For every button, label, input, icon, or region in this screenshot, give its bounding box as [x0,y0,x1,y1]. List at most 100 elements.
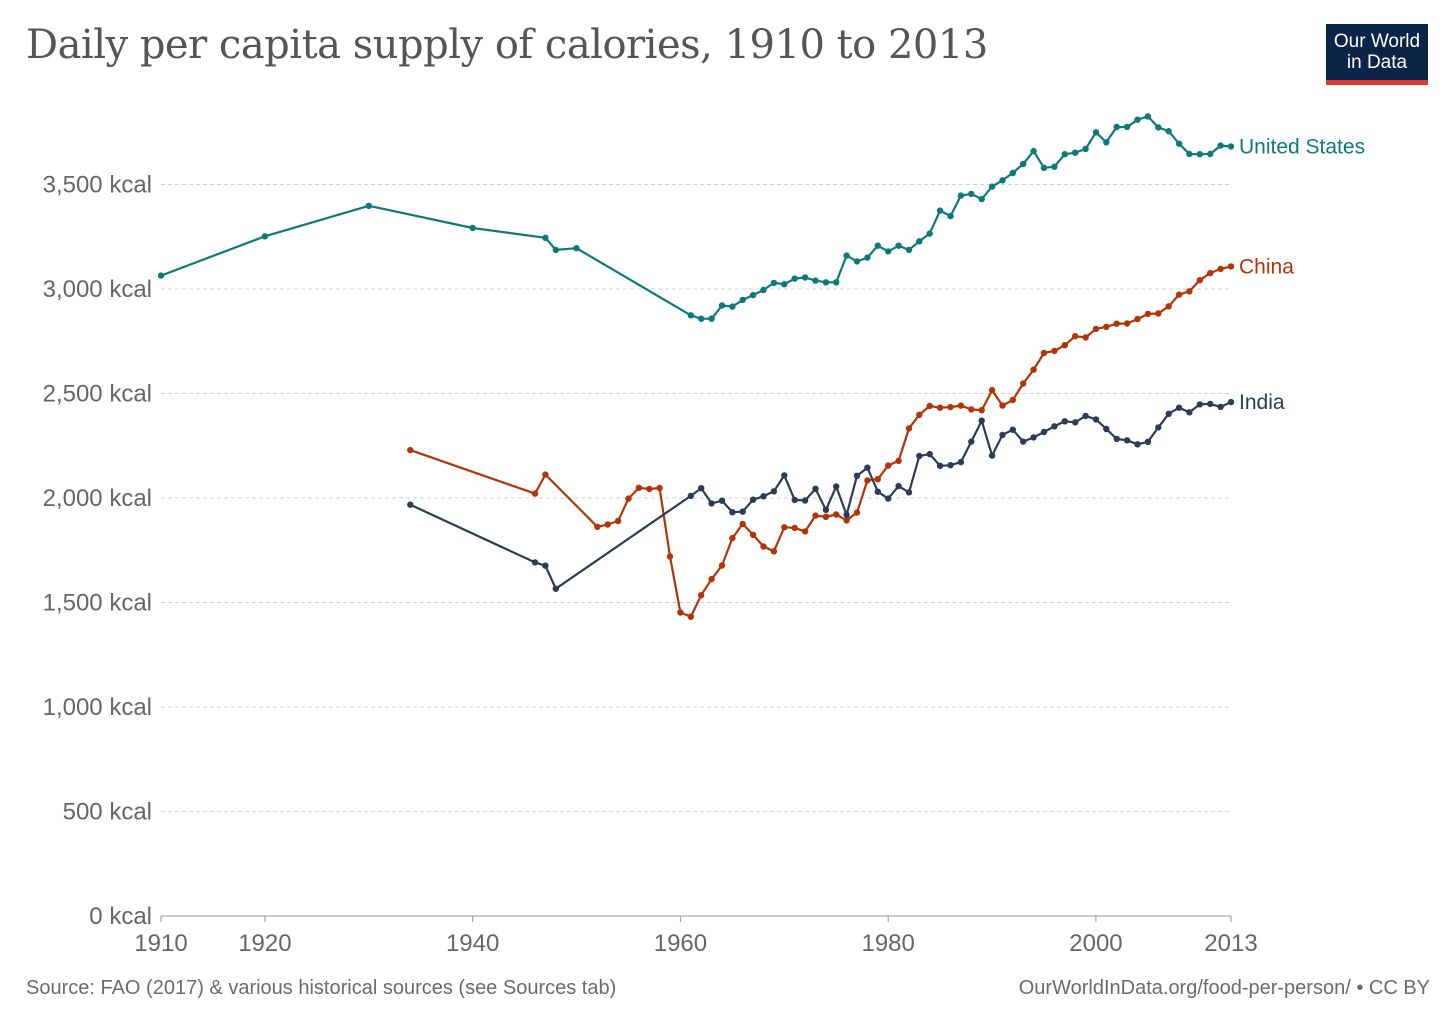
data-point[interactable] [1009,426,1016,433]
data-point[interactable] [864,254,871,261]
data-point[interactable] [864,477,871,484]
data-point[interactable] [947,462,954,469]
data-point[interactable] [926,402,933,410]
data-point[interactable] [1072,333,1079,340]
data-point[interactable] [729,509,736,516]
data-point[interactable] [1186,150,1193,158]
data-point[interactable] [957,402,965,409]
data-point[interactable] [1144,113,1152,120]
source-note[interactable]: Source: FAO (2017) & various historical … [26,977,617,999]
data-point[interactable] [822,506,830,514]
data-point[interactable] [1175,140,1183,147]
data-point[interactable] [853,472,861,479]
data-point[interactable] [1009,169,1016,177]
data-point[interactable] [749,291,757,299]
data-point[interactable] [542,471,549,478]
data-point[interactable] [1103,323,1110,330]
data-point[interactable] [552,585,559,592]
data-point[interactable] [957,192,965,199]
data-point[interactable] [687,312,694,319]
data-point[interactable] [1072,149,1079,156]
data-point[interactable] [791,524,798,532]
data-point[interactable] [760,543,767,550]
data-point[interactable] [999,402,1006,409]
data-point[interactable] [1040,349,1048,357]
data-point[interactable] [947,403,954,411]
data-point[interactable] [968,190,975,198]
data-point[interactable] [770,548,778,555]
data-point[interactable] [718,562,726,569]
data-point[interactable] [791,496,798,504]
data-point[interactable] [531,490,539,497]
data-point[interactable] [625,495,632,502]
data-point[interactable] [905,425,913,432]
data-point[interactable] [874,242,881,249]
data-point[interactable] [1113,320,1120,327]
data-point[interactable] [1155,424,1162,431]
data-point[interactable] [781,281,788,288]
data-point[interactable] [749,496,757,503]
data-point[interactable] [1123,437,1131,444]
data-point[interactable] [1051,347,1058,355]
data-point[interactable] [729,303,736,310]
data-point[interactable] [833,511,840,518]
data-point[interactable] [1186,409,1193,416]
data-point[interactable] [905,246,913,254]
data-point[interactable] [542,562,549,569]
data-point[interactable] [864,464,871,471]
data-point[interactable] [895,482,902,490]
data-point[interactable] [1144,310,1152,318]
data-point[interactable] [781,524,788,531]
data-point[interactable] [1113,435,1120,443]
data-point[interactable] [1227,398,1235,406]
data-point[interactable] [1051,163,1058,170]
data-point[interactable] [656,484,663,492]
data-point[interactable] [1217,142,1224,149]
data-point[interactable] [1061,342,1069,349]
data-point[interactable] [853,509,861,516]
data-point[interactable] [926,450,933,458]
data-point[interactable] [988,183,996,190]
data-point[interactable] [407,501,414,508]
data-point[interactable] [833,483,840,490]
data-point[interactable] [635,484,643,491]
data-point[interactable] [874,476,881,483]
data-point[interactable] [1092,129,1100,136]
data-point[interactable] [1155,124,1162,131]
data-point[interactable] [874,488,881,495]
series-line[interactable] [160,115,1232,320]
data-point[interactable] [1186,288,1193,295]
data-point[interactable] [978,417,985,424]
data-point[interactable] [760,286,767,294]
data-point[interactable] [822,513,830,520]
data-point[interactable] [365,202,372,209]
data-point[interactable] [1207,400,1214,408]
data-point[interactable] [1134,116,1141,123]
series-china[interactable] [407,263,1235,620]
data-point[interactable] [885,462,892,469]
data-point[interactable] [531,559,539,566]
data-point[interactable] [968,406,975,413]
data-point[interactable] [1092,416,1100,423]
data-point[interactable] [1207,150,1214,158]
data-point[interactable] [1144,438,1152,445]
data-point[interactable] [1165,128,1172,135]
data-point[interactable] [1155,310,1162,317]
data-point[interactable] [936,207,944,214]
data-point[interactable] [573,245,580,252]
data-point[interactable] [542,234,549,241]
data-point[interactable] [968,438,975,445]
data-point[interactable] [1061,418,1069,425]
data-point[interactable] [801,497,809,504]
data-point[interactable] [469,224,476,232]
data-point[interactable] [843,511,850,519]
data-point[interactable] [926,230,933,237]
data-point[interactable] [687,492,694,500]
data-point[interactable] [1123,320,1131,327]
data-point[interactable] [1092,325,1100,333]
data-point[interactable] [1123,123,1131,131]
data-point[interactable] [1196,401,1204,408]
data-point[interactable] [614,517,622,525]
data-point[interactable] [988,452,996,459]
data-point[interactable] [1217,265,1224,273]
